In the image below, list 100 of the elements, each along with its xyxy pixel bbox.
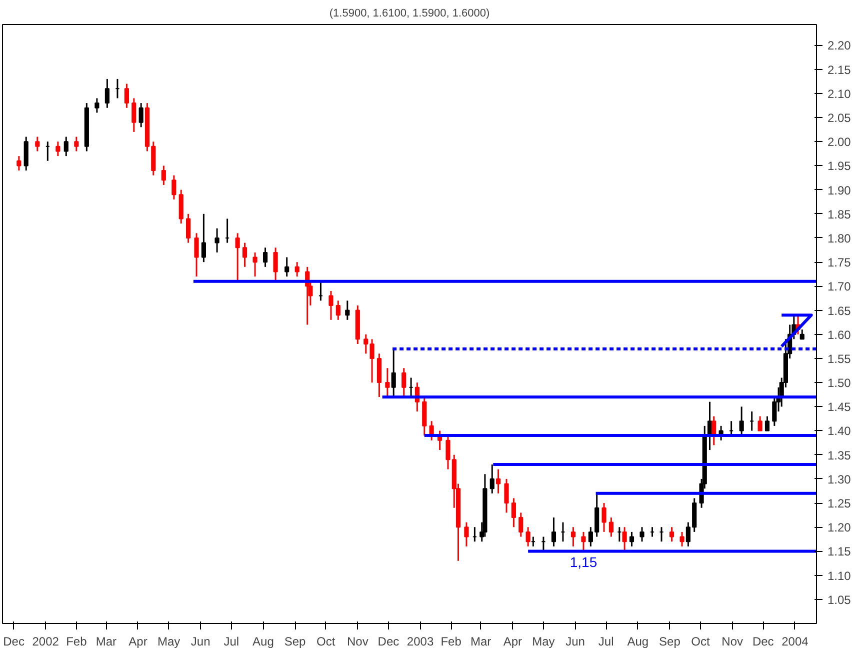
candlestick	[739, 406, 744, 436]
candlestick	[328, 290, 334, 321]
candlestick	[490, 464, 494, 494]
candlestick	[680, 531, 684, 548]
candlestick	[194, 232, 199, 278]
x-tick-label: Aug	[627, 634, 649, 648]
candlestick	[124, 83, 129, 109]
candlestick	[336, 300, 340, 321]
candlestick	[551, 516, 556, 548]
candlestick	[214, 228, 220, 254]
candlestick	[132, 97, 136, 133]
annotation: 1,15	[570, 554, 598, 570]
candlestick	[511, 497, 516, 528]
candlestick	[758, 416, 762, 432]
candlestick	[294, 261, 300, 278]
candlestick	[345, 300, 350, 321]
candlestick	[273, 246, 278, 282]
y-tick-label: 1.40	[828, 424, 852, 438]
candlestick	[235, 232, 240, 282]
x-tick-label: Oct	[316, 634, 336, 648]
x-tick-label: Apr	[128, 634, 148, 648]
candlestick	[629, 531, 634, 548]
candlestick	[464, 522, 469, 548]
candlestick	[669, 526, 674, 542]
y-tick-label: 1.35	[828, 448, 852, 462]
x-tick-label: Dec	[378, 634, 400, 648]
x-tick-label: Aug	[252, 634, 274, 648]
candlestick	[186, 213, 191, 244]
candlestick	[800, 328, 804, 340]
candlestick	[104, 78, 110, 109]
x-tick-label: Sep	[284, 634, 306, 648]
x-tick-label: Mar	[96, 634, 117, 648]
candlestick	[496, 468, 501, 494]
y-tick-label: 1.55	[828, 352, 852, 366]
y-tick-label: 2.05	[828, 111, 852, 126]
candlestick	[161, 164, 166, 186]
x-tick-label: Nov	[722, 634, 743, 648]
x-tick-label: Sep	[659, 634, 681, 648]
x-tick-label: May	[157, 634, 180, 648]
y-tick-label: 1.60	[828, 328, 852, 342]
candlestick	[446, 434, 450, 470]
candlestick	[16, 155, 22, 172]
y-tick-label: 2.00	[828, 135, 852, 150]
x-tick-label: Feb	[440, 634, 462, 648]
x-tick-label: Apr	[503, 634, 522, 648]
x-tick-label: 2002	[32, 634, 60, 648]
candlestick	[504, 478, 509, 514]
candlestick	[262, 246, 268, 268]
x-tick-label: 2003	[406, 634, 434, 648]
y-tick-label: 1.85	[828, 207, 852, 222]
y-tick-label: 1.65	[828, 304, 852, 318]
candlestick	[252, 252, 258, 278]
x-tick-label: May	[532, 634, 555, 648]
candlestick	[172, 174, 176, 200]
x-tick-label: 2004	[782, 634, 809, 648]
y-tick-label: 1.30	[828, 472, 852, 486]
candlestick	[201, 213, 206, 263]
y-tick-label: 1.25	[828, 496, 852, 511]
candlestick	[64, 136, 68, 157]
candlestick	[640, 526, 644, 542]
y-tick-label: 1.15	[828, 544, 852, 559]
x-tick-label: Feb	[66, 634, 88, 648]
y-tick-label: 1.95	[828, 159, 852, 174]
y-tick-label: 1.10	[828, 568, 852, 583]
x-tick-label: Mar	[470, 634, 492, 648]
candlestick	[35, 136, 40, 152]
candlestick	[526, 526, 530, 548]
candlestick	[391, 348, 396, 398]
candlestick	[608, 516, 614, 538]
y-tick-label: 2.20	[828, 38, 852, 53]
candlestick	[402, 367, 406, 398]
y-tick-label: 1.45	[828, 400, 852, 414]
x-tick-label: Jul	[224, 634, 240, 648]
candlestick	[570, 526, 576, 548]
y-tick-label: 1.75	[828, 256, 852, 270]
y-tick-label: 1.05	[828, 592, 852, 607]
candlestick	[581, 531, 586, 552]
chart-title: (1.5900, 1.6100, 1.5900, 1.6000)	[329, 8, 490, 20]
y-tick-label: 1.20	[828, 520, 852, 535]
candlestick	[385, 367, 390, 398]
candlestick	[518, 512, 524, 538]
candlestick	[94, 97, 100, 114]
y-tick-label: 2.10	[828, 86, 852, 101]
x-tick-label: Dec	[3, 634, 24, 648]
y-tick-label: 2.15	[828, 62, 852, 77]
y-tick-label: 1.90	[828, 183, 852, 198]
x-tick-label: Nov	[346, 634, 368, 648]
x-tick-label: Jul	[598, 634, 614, 648]
y-tick-label: 1.70	[828, 280, 852, 294]
candlestick	[622, 526, 627, 552]
candlestick	[74, 136, 79, 152]
x-tick-label: Jun	[566, 634, 585, 648]
x-tick-label: Oct	[691, 634, 711, 648]
y-tick-label: 1.50	[828, 376, 852, 390]
candlestick	[764, 416, 770, 432]
candlestick	[284, 256, 290, 278]
candlestick	[242, 242, 248, 268]
y-tick-label: 1.80	[828, 231, 852, 246]
candlestick	[602, 502, 606, 533]
candlestick	[138, 102, 144, 128]
